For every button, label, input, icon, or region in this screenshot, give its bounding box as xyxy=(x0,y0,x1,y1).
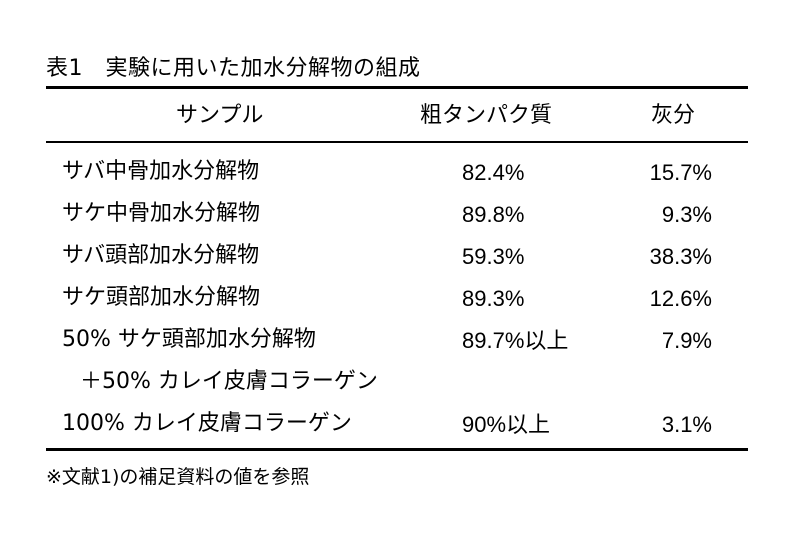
table-row-7-ash: 3.1% xyxy=(661,412,712,437)
header-sample: サンプル xyxy=(176,103,264,128)
table-footnote: ※文献1)の補足資料の値を参照 xyxy=(46,466,310,488)
table-row-3-name: サバ頭部加水分解物 xyxy=(62,243,260,268)
table-row-4-ash: 12.6% xyxy=(649,286,712,311)
header-ash: 灰分 xyxy=(651,103,696,128)
table-row-5-ash: 7.9% xyxy=(661,328,712,353)
table-row-7-protein: 90%以上 xyxy=(462,412,551,437)
table-row-3-protein: 59.3% xyxy=(462,244,525,269)
table-row-2-name: サケ中骨加水分解物 xyxy=(62,201,261,226)
table-row-1-protein: 82.4% xyxy=(462,160,525,185)
table-row-1-name: サバ中骨加水分解物 xyxy=(62,159,260,184)
table-row-1-ash: 15.7% xyxy=(649,160,712,185)
table-header-rule xyxy=(46,141,748,143)
header-protein: 粗タンパク質 xyxy=(420,103,553,128)
table-row-4-protein: 89.3% xyxy=(462,286,525,311)
table-row-4-name: サケ頭部加水分解物 xyxy=(62,285,261,310)
table-top-rule xyxy=(46,86,748,89)
table-row-5-name: 50% サケ頭部加水分解物 xyxy=(62,327,316,352)
table-row-5-protein: 89.7%以上 xyxy=(462,328,569,353)
table-caption: 表1 実験に用いた加水分解物の組成 xyxy=(46,56,421,81)
table-row-6-name: ＋50% カレイ皮膚コラーゲン xyxy=(80,369,378,394)
table-row-7-name: 100% カレイ皮膚コラーゲン xyxy=(62,411,352,436)
table-row-3-ash: 38.3% xyxy=(649,244,712,269)
table-row-2-ash: 9.3% xyxy=(661,202,712,227)
table-bottom-rule xyxy=(46,448,748,451)
table-row-2-protein: 89.8% xyxy=(462,202,525,227)
